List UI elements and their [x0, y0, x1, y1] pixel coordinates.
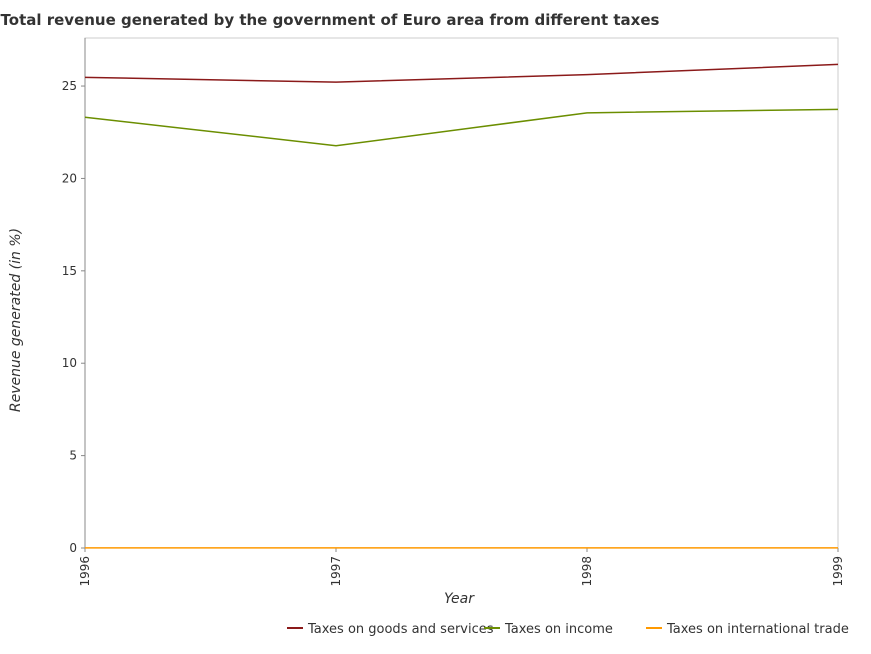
y-axis-title: Revenue generated (in %) [8, 228, 24, 412]
y-tick-label: 5 [69, 449, 77, 463]
legend-label: Taxes on income [504, 622, 613, 637]
chart-title: Total revenue generated by the governmen… [1, 11, 660, 29]
x-tick-label: 1997 [329, 556, 343, 587]
series-layer [84, 63, 839, 549]
plot-border [84, 37, 839, 549]
y-axis: 0 5 10 15 20 25 [62, 38, 86, 555]
y-tick-label: 0 [69, 541, 77, 555]
series-line-taxes-on-goods-and-services [84, 63, 839, 83]
legend: Taxes on goods and services Taxes on inco… [287, 622, 849, 637]
y-tick-label: 25 [62, 79, 77, 93]
x-tick-label: 1996 [78, 556, 92, 587]
y-tick-label: 15 [62, 264, 77, 278]
y-tick-label: 20 [62, 171, 77, 185]
legend-label: Taxes on goods and services [307, 622, 494, 637]
x-axis: 1996 1997 1998 1999 [78, 547, 845, 587]
x-axis-title: Year [444, 591, 475, 607]
plot-area [84, 37, 839, 549]
x-tick-label: 1998 [580, 556, 594, 587]
legend-label: Taxes on international trade [666, 622, 849, 637]
x-tick-label: 1999 [831, 556, 845, 587]
series-line-taxes-on-income [84, 108, 839, 147]
y-tick-label: 10 [62, 356, 77, 370]
